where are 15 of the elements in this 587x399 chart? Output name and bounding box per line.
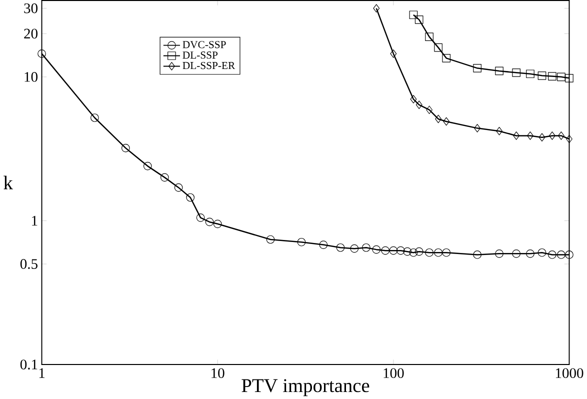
legend-label: DL-SSP-ER	[182, 62, 236, 69]
y-tick-label: 0.5	[20, 258, 38, 269]
y-tick-label: 1	[32, 216, 38, 226]
x-tick-label: 10	[212, 368, 224, 378]
x-axis-title: PTV importance	[242, 379, 370, 396]
y-axis-title: k	[4, 176, 13, 190]
y-tick-label: 20	[24, 28, 38, 38]
legend-label: DL-SSP	[182, 51, 218, 59]
x-tick-label: 1	[39, 368, 45, 378]
x-tick-label: 1000	[556, 368, 584, 378]
y-tick-label: 10	[24, 72, 38, 82]
y-tick-label: 0.1	[20, 359, 38, 370]
x-tick-label: 100	[384, 368, 404, 378]
y-tick-label: 30	[24, 3, 38, 14]
legend-label: DVC-SSP	[182, 40, 226, 48]
